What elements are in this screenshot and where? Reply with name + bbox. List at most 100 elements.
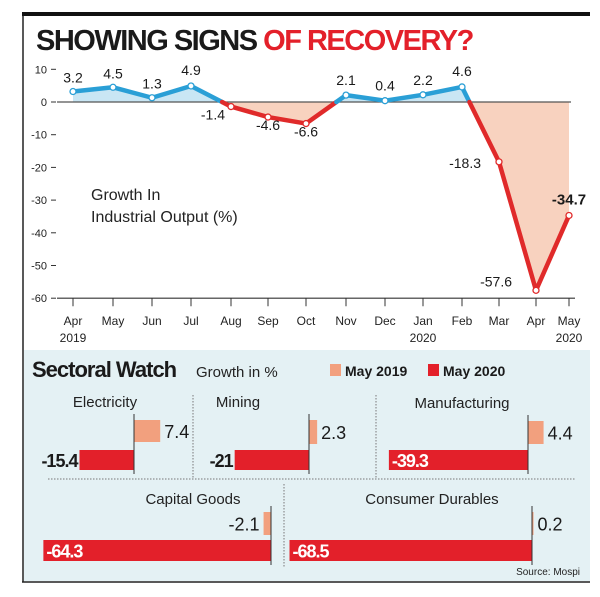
data-label: -57.6 (480, 273, 512, 289)
x-year-label: 2020 (410, 331, 437, 345)
data-label: -6.6 (294, 124, 318, 140)
data-point (109, 83, 117, 91)
sector-title: Consumer Durables (365, 491, 498, 508)
data-point (342, 91, 350, 99)
data-label: 3.2 (63, 70, 83, 86)
data-point (148, 94, 156, 102)
y-tick-label: -60 (31, 293, 47, 305)
line-chart: 10 0 -10 -20 -30 -40 -50 -60 3.2 Apr 2019 4.5 May 1.3… (31, 62, 586, 345)
bar-label-may-2019: 0.2 (538, 515, 563, 535)
y-tick-label: -30 (31, 195, 47, 207)
x-tick-label: Aug (220, 314, 241, 328)
top-rule (22, 12, 590, 16)
bar-label-may-2020: -39.3 (392, 451, 429, 471)
data-label: 2.2 (413, 72, 433, 88)
x-tick-label: Jan (413, 314, 432, 328)
legend-swatch-may-2019 (330, 364, 341, 376)
data-point (495, 158, 503, 166)
sector-title: Manufacturing (414, 395, 509, 412)
y-tick-label: -40 (31, 228, 47, 240)
data-label: 1.3 (142, 76, 162, 92)
series-line-segment (382, 92, 426, 103)
data-label: -18.3 (449, 155, 481, 171)
x-year-label: 2019 (60, 331, 87, 345)
bar-label-may-2019: 4.4 (548, 424, 573, 444)
negative-area (536, 102, 569, 291)
legend-label-may-2020: May 2020 (443, 363, 505, 379)
bar-may-2020 (43, 540, 272, 561)
x-tick-label: Apr (527, 314, 546, 328)
data-point (419, 91, 427, 99)
series-line-segment (149, 83, 194, 100)
bar-may-2019 (309, 420, 318, 444)
data-label: 4.5 (103, 65, 123, 81)
x-tick-label: Jun (142, 314, 161, 328)
series-line-segment (70, 85, 116, 94)
x-tick-label: Apr (64, 314, 83, 328)
bar-label-may-2020: -15.4 (41, 451, 78, 471)
bar-may-2020 (79, 450, 134, 470)
series-line-segment (110, 85, 155, 100)
x-tick-label: Jul (183, 314, 198, 328)
y-tick-label: 10 (35, 64, 47, 76)
data-label: 4.6 (452, 63, 472, 79)
y-tick-label: -50 (31, 261, 47, 273)
series-line-segment (303, 99, 339, 126)
series-line-segment (228, 104, 271, 120)
data-point (227, 102, 235, 111)
title-part1: SHOWING SIGNS (36, 25, 263, 57)
data-point (532, 286, 540, 295)
data-point (302, 119, 310, 128)
negative-area (499, 102, 536, 291)
data-point (264, 113, 272, 121)
y-tick-label: 0 (41, 97, 47, 109)
data-point (458, 83, 466, 91)
x-year-label: 2020 (556, 331, 583, 345)
bar-may-2019 (532, 512, 534, 535)
series-line-segment (265, 114, 309, 126)
x-tick-label: Dec (374, 314, 395, 328)
annotation-line2: Industrial Output (%) (91, 209, 238, 226)
data-point (565, 211, 573, 220)
y-tick-label: -20 (31, 162, 47, 174)
bar-may-2019 (134, 420, 161, 442)
series-line-segment (343, 92, 388, 103)
sector-title: Electricity (73, 394, 138, 411)
series-line-segment (420, 84, 465, 98)
data-point (69, 87, 77, 96)
data-label: 4.9 (181, 62, 201, 78)
legend-swatch-may-2020 (428, 364, 439, 376)
sectoral-title: Sectoral Watch (32, 357, 177, 382)
data-label: -1.4 (201, 107, 225, 123)
legend-label-may-2019: May 2019 (345, 363, 407, 379)
data-label: 2.1 (336, 72, 356, 88)
bar-label-may-2019: 7.4 (164, 422, 189, 442)
data-point (187, 82, 195, 90)
x-tick-label: Sep (257, 314, 279, 328)
data-label: -4.6 (256, 117, 280, 133)
sectoral-bars: Electricity 7.4 -15.4 Mining 2.3 -21 Manufactu… (41, 394, 573, 565)
series-line-segment (467, 99, 502, 165)
series-line-segment (533, 213, 572, 293)
bar-may-2020 (388, 450, 528, 470)
x-tick-label: May (558, 314, 581, 328)
panel-dividers (48, 395, 575, 568)
bar-label-may-2019: 2.3 (321, 423, 346, 443)
y-tick-label: -10 (31, 130, 47, 142)
bar-label-may-2020: -21 (210, 451, 234, 471)
series-line-segment (496, 159, 539, 293)
source-note: Source: Mospi (516, 567, 580, 578)
bar-may-2020 (289, 540, 532, 561)
bar-label-may-2019: -2.1 (229, 515, 260, 535)
bar-label-may-2020: -68.5 (293, 542, 330, 562)
annotation-line1: Growth In (91, 187, 160, 204)
bar-may-2019 (263, 512, 271, 535)
bar-may-2019 (528, 421, 544, 444)
x-tick-label: Feb (452, 314, 473, 328)
chart-title: SHOWING SIGNS OF RECOVERY? (36, 25, 474, 57)
bar-label-may-2020: -64.3 (46, 542, 83, 562)
x-tick-label: Mar (489, 314, 510, 328)
data-point (381, 97, 389, 105)
bar-may-2020 (234, 450, 309, 470)
